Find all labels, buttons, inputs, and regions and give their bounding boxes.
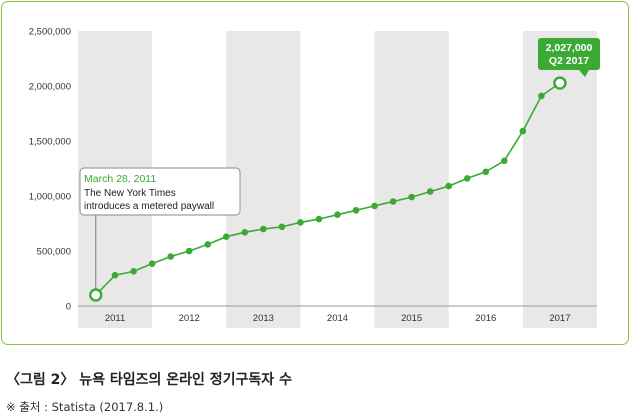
data-point [538,92,545,100]
data-point [501,157,508,165]
data-point [315,215,323,223]
source-note: ※ 출처 : Statista (2017.8.1.) [6,400,164,414]
x-tick-label: 2015 [401,313,422,324]
latest-value-pointer [579,70,589,77]
figure-caption: 〈그림 2〉 뉴욕 타임즈의 온라인 정기구독자 수 [6,372,292,388]
data-point [371,202,378,210]
y-tick-label: 1,500,000 [29,137,71,148]
y-tick-label: 2,000,000 [29,82,71,93]
line-chart: 0 500,000 1,000,000 1,500,000 2,000,000 2,500… [29,27,600,328]
data-point [278,223,286,231]
x-tick-label: 2017 [549,313,570,324]
data-point [222,233,230,240]
data-point [130,268,137,275]
callout-date: March 28, 2011 [84,173,156,185]
x-tick-label: 2014 [327,313,348,324]
x-tick-label: 2011 [105,313,125,324]
y-tick-label: 1,000,000 [29,192,71,203]
year-bands [78,31,597,328]
data-point [111,271,119,279]
data-point [334,211,341,218]
data-point [463,175,471,182]
series-layer [89,76,567,302]
data-point [408,193,415,201]
data-point [445,182,453,190]
data-point [519,127,527,135]
annotations: March 28, 2011 The New York Times introduc… [79,38,600,289]
callout-text-line1: The New York Times [84,188,176,199]
y-tick-label: 2,500,000 [29,27,71,38]
latest-value-number: 2,027,000 [546,42,593,54]
data-point [352,207,360,214]
data-point [260,225,267,233]
data-point [297,219,304,226]
callout-text-line2: introduces a metered paywall [84,201,214,212]
year-band-2017 [522,31,597,328]
data-point [241,229,249,236]
latest-value-bubble [538,38,600,70]
x-tick-label: 2016 [475,313,496,324]
data-point [167,253,174,260]
data-point [389,198,397,205]
data-point [148,260,156,267]
latest-value-period: Q2 2017 [549,55,589,67]
y-axis: 0 500,000 1,000,000 1,500,000 2,000,000 2,500… [29,27,597,313]
data-point [553,76,567,90]
paywall-callout-box [79,167,241,216]
x-axis: 2011 2012 2013 2014 2015 2016 2017 [105,313,571,324]
data-point [426,188,434,195]
y-tick-label: 500,000 [37,247,71,258]
year-band-2015 [374,31,449,328]
data-point [185,247,193,255]
data-point [482,168,490,176]
y-tick-label: 0 [66,302,71,313]
x-tick-label: 2012 [179,313,200,324]
data-point [204,241,212,248]
data-point [89,288,103,302]
x-tick-label: 2013 [253,313,274,324]
